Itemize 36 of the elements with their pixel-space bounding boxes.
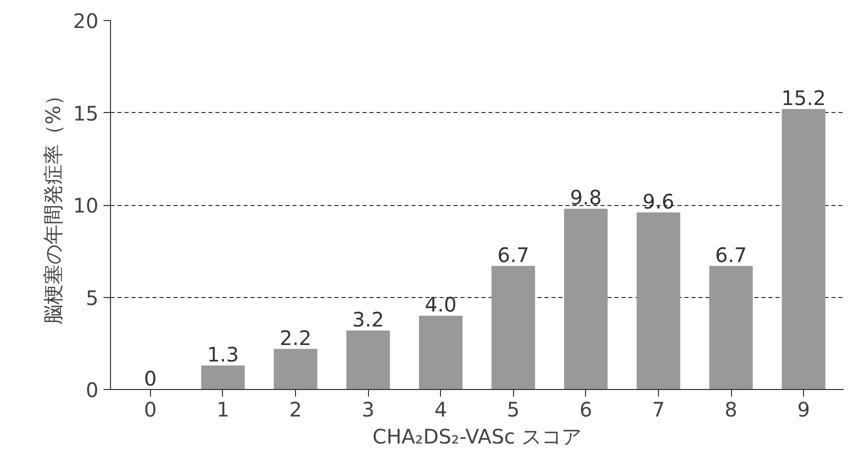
x-tick-label: 2: [289, 398, 302, 422]
data-label: 9.8: [570, 186, 602, 210]
x-tick-label: 7: [652, 398, 665, 422]
data-label: 6.7: [497, 242, 530, 267]
x-tick-label: 3: [362, 398, 375, 422]
x-tick-label: 9: [797, 398, 810, 422]
x-tick-label: 0: [144, 398, 157, 422]
x-tick-label: 4: [434, 398, 448, 422]
y-tick-label: 0: [86, 378, 99, 402]
y-tick-label: 5: [86, 286, 99, 310]
x-tick-label: 8: [724, 398, 738, 422]
data-label: 6.7: [715, 242, 747, 267]
bar: [346, 330, 390, 390]
data-label: 4.0: [424, 292, 457, 317]
data-label: 2.2: [280, 326, 312, 350]
bar: [709, 266, 753, 390]
data-label: 1.3: [207, 342, 239, 367]
data-label: 3.2: [352, 307, 384, 332]
bar: [418, 316, 462, 390]
bar: [492, 266, 536, 390]
bar: [782, 109, 826, 390]
data-label: 9.6: [642, 189, 674, 214]
x-tick-label: 5: [506, 398, 520, 422]
bar: [274, 348, 318, 390]
x-axis-title: CHA₂DS₂-VASc スコア: [372, 424, 582, 448]
y-tick-label: 15: [73, 101, 99, 126]
bar: [636, 212, 680, 390]
bar: [201, 366, 245, 390]
data-label: 15.2: [781, 86, 826, 110]
bar: [564, 208, 608, 390]
data-label: 0: [144, 366, 157, 390]
y-tick-label: 10: [73, 194, 99, 218]
x-tick-label: 6: [580, 398, 592, 422]
y-axis-title: 脳梗塞の年間発症率（%）: [41, 85, 66, 324]
x-tick-label: 1: [216, 398, 230, 422]
y-tick-label: 20: [73, 9, 99, 33]
